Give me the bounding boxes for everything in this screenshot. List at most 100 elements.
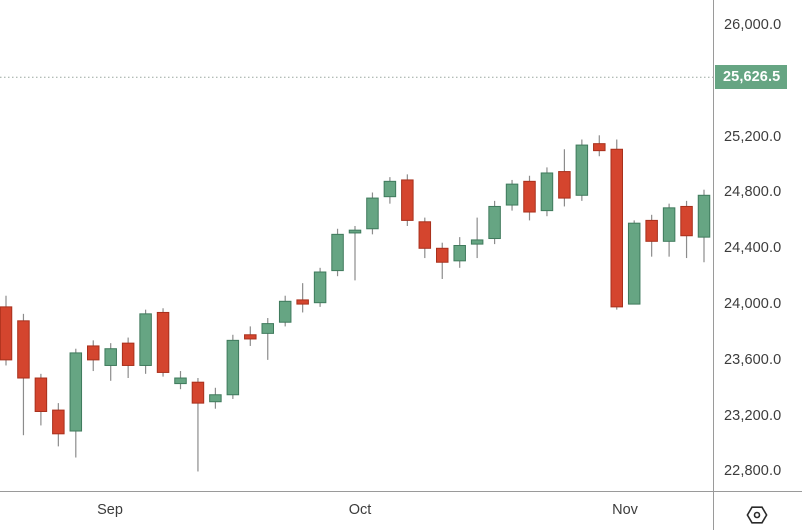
price-tick: 24,400.0 [724, 240, 782, 257]
price-axis[interactable]: 26,000.0 25,200.0 24,800.0 24,400.0 24,000.0… [713, 0, 802, 491]
candle-body [52, 409, 65, 435]
candlestick[interactable] [261, 318, 274, 360]
last-price-badge: 25,626.5 [715, 65, 788, 90]
candlestick[interactable] [436, 242, 449, 279]
candlestick[interactable] [662, 203, 676, 257]
candle-body [331, 233, 344, 272]
candlestick[interactable] [296, 283, 309, 313]
candle-body [87, 345, 100, 361]
candlestick[interactable] [121, 337, 135, 379]
time-tick: Nov [612, 502, 638, 518]
time-axis[interactable]: Sep Oct Nov [0, 491, 802, 530]
price-tick: 24,000.0 [724, 296, 782, 313]
candlestick[interactable] [680, 200, 693, 259]
candle-body [558, 171, 571, 199]
candle-body [226, 339, 240, 396]
candlestick[interactable] [17, 313, 30, 436]
candlestick[interactable] [627, 220, 641, 305]
candlestick[interactable] [69, 348, 83, 458]
candle-body [540, 172, 554, 212]
candle-body [593, 143, 606, 152]
crosshair-target-icon[interactable] [744, 503, 770, 527]
candlestick[interactable] [558, 149, 571, 207]
candlestick[interactable] [244, 326, 257, 346]
price-tick: 26,000.0 [724, 17, 782, 34]
candlestick[interactable] [52, 403, 65, 447]
candlestick[interactable] [401, 174, 414, 226]
candle-body [0, 306, 13, 361]
candlestick[interactable] [174, 371, 187, 390]
candle-body [348, 229, 362, 234]
candlestick[interactable] [505, 179, 519, 211]
time-tick: Sep [97, 502, 123, 518]
candle-body [366, 197, 379, 230]
candlestick[interactable] [87, 340, 100, 372]
candle-body [156, 311, 170, 373]
candlestick[interactable] [34, 373, 48, 426]
candle-body [313, 271, 327, 304]
candle-body [627, 222, 641, 305]
candlestick[interactable] [645, 214, 658, 257]
candle-body [69, 352, 83, 432]
candle-body [662, 207, 676, 242]
candlestick[interactable] [575, 139, 589, 201]
candlestick[interactable] [226, 334, 240, 399]
candle-body [505, 183, 519, 206]
candle-body [17, 320, 30, 379]
candle-body [34, 377, 48, 412]
candlestick[interactable] [313, 267, 327, 307]
axis-corner-divider [713, 491, 714, 530]
candlestick[interactable] [156, 308, 170, 377]
candle-body [139, 313, 152, 366]
candle-body [470, 239, 484, 245]
candle-body [645, 219, 658, 242]
candle-body [104, 348, 117, 366]
candle-body [244, 334, 257, 340]
candlestick[interactable] [331, 228, 344, 277]
candlestick[interactable] [610, 139, 623, 310]
candlestick[interactable] [209, 387, 222, 409]
candle-body [453, 245, 466, 262]
price-tick: 25,200.0 [724, 128, 782, 145]
candlestick[interactable] [523, 175, 536, 221]
candle-body [209, 394, 222, 403]
plot-area[interactable] [0, 0, 713, 491]
candle-body [383, 180, 397, 198]
candlestick[interactable] [488, 200, 501, 245]
candle-body [174, 377, 187, 385]
candle-body [436, 247, 449, 263]
candle-body [523, 180, 536, 213]
candle-body [191, 381, 205, 404]
candle-body [697, 194, 711, 238]
candlestick[interactable] [348, 225, 362, 281]
candlestick[interactable] [278, 295, 292, 327]
candlestick[interactable] [191, 378, 205, 472]
candle-body [575, 144, 589, 196]
candle-body [610, 148, 623, 308]
price-tick: 23,600.0 [724, 351, 782, 368]
price-tick: 23,200.0 [724, 407, 782, 424]
candle-series[interactable] [0, 0, 713, 472]
candlestick[interactable] [0, 295, 13, 366]
candlestick[interactable] [383, 177, 397, 204]
candlestick[interactable] [593, 135, 606, 157]
candle-body [680, 205, 693, 237]
candles-svg[interactable] [0, 0, 713, 491]
candle-body [296, 299, 309, 305]
candlestick[interactable] [139, 309, 152, 374]
candlestick[interactable] [697, 189, 711, 263]
candle-body [121, 342, 135, 366]
candlestick[interactable] [453, 237, 466, 268]
price-tick: 22,800.0 [724, 463, 782, 480]
candlestick[interactable] [540, 167, 554, 217]
candle-body [418, 221, 432, 249]
price-tick: 24,800.0 [724, 184, 782, 201]
candlestick[interactable] [418, 217, 432, 259]
candlestick[interactable] [470, 217, 484, 259]
candle-body [401, 179, 414, 221]
candlestick[interactable] [104, 343, 117, 381]
candle-body [488, 205, 501, 240]
candlestick[interactable] [366, 192, 379, 235]
candle-body [261, 323, 274, 334]
